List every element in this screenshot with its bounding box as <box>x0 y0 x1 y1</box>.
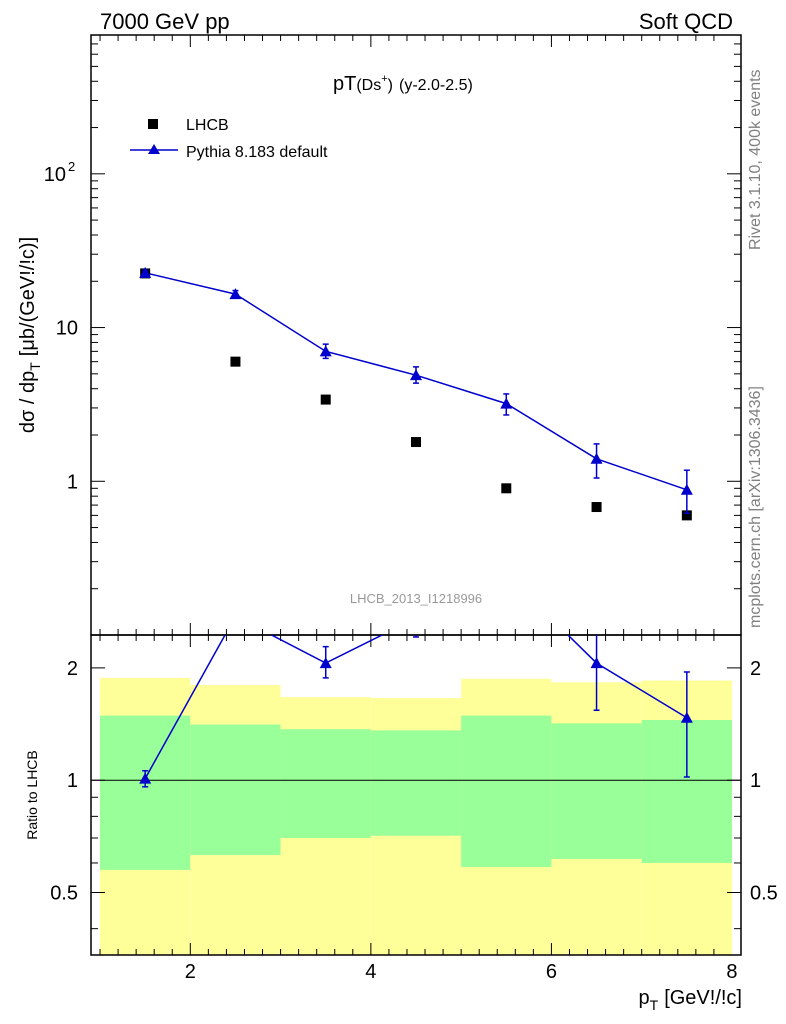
y-label-main: dσ / dp <box>17 371 39 433</box>
x-label-unit: [GeV!/!c] <box>664 987 742 1009</box>
ratio-point-4 <box>500 568 512 579</box>
ratio-point-2 <box>319 657 332 669</box>
y-tick-label-100-exp: 2 <box>68 159 75 174</box>
band-inner-5 <box>551 723 642 859</box>
mc-point-0 <box>139 266 152 278</box>
ratio-point-5 <box>590 657 603 669</box>
y-label-unit: [μb/(GeV!/!c)] <box>17 237 39 356</box>
data-point-6 <box>681 510 692 521</box>
ratio-tick-label-left: 0.5 <box>50 883 78 905</box>
data-point-5 <box>591 502 602 513</box>
y-tick-label-1: 1 <box>67 471 78 493</box>
ratio-marks <box>139 568 693 788</box>
data-marks <box>139 266 693 521</box>
ratio-tick-label-right: 2 <box>750 658 761 680</box>
ratio-clipped-group <box>139 568 693 788</box>
ratio-tick-label-left: 1 <box>67 770 78 792</box>
legend-data-label: LHCB <box>186 117 229 134</box>
legend-data-marker <box>148 119 158 129</box>
axis-ticks <box>91 34 741 955</box>
y-tick-label-10: 10 <box>56 318 78 340</box>
mc-point-2 <box>319 345 332 357</box>
ratio-point-1 <box>229 610 241 621</box>
ratio-bands <box>100 677 732 955</box>
header-left: 7000 GeV pp <box>100 9 230 34</box>
band-inner-0 <box>100 715 191 870</box>
band-inner-2 <box>280 729 371 838</box>
ratio-point-0 <box>139 772 152 784</box>
mc-point-4 <box>500 397 513 409</box>
side-label-mcplots: mcplots.cern.ch [arXiv:1306.3436] <box>747 386 764 628</box>
legend-mc-label: Pythia 8.183 default <box>186 144 328 161</box>
ratio-y-label: Ratio to LHCB <box>24 750 40 839</box>
x-tick-label: 8 <box>726 961 737 983</box>
legend-mc-marker <box>148 144 160 154</box>
ratio-point-3 <box>410 612 422 623</box>
y-axis-label: dσ / dpT [μb/(GeV!/!c)] <box>17 237 43 433</box>
data-point-1 <box>230 356 241 367</box>
title-particle: (Ds <box>356 77 381 94</box>
y-tick-label-100: 10 <box>44 164 66 186</box>
x-tick-label: 2 <box>185 961 196 983</box>
x-label-main: p <box>639 987 650 1009</box>
data-point-3 <box>411 437 421 448</box>
mc-point-6 <box>680 483 693 495</box>
band-inner-4 <box>461 715 552 868</box>
side-label-rivet: Rivet 3.1.10, 400k events <box>747 69 764 250</box>
title-main: pT <box>333 73 356 95</box>
ratio-tick-label-right: 1 <box>750 770 761 792</box>
title-charge: + <box>381 73 387 85</box>
x-tick-label: 4 <box>365 961 376 983</box>
ratio-tick-label-left: 2 <box>67 658 78 680</box>
y-label-sub: T <box>27 362 43 371</box>
header-right: Soft QCD <box>639 9 733 34</box>
mc-point-3 <box>410 369 422 381</box>
x-axis-label: pT [GeV!/!c] <box>639 987 743 1013</box>
band-inner-3 <box>370 730 462 836</box>
x-label-sub: T <box>650 997 659 1013</box>
title-close: ) <box>388 77 393 94</box>
ratio-tick-label-right: 0.5 <box>750 883 778 905</box>
x-tick-label: 6 <box>546 961 557 983</box>
mc-point-1 <box>229 288 242 300</box>
chart-title: pT(Ds+) (y-2.0-2.5) <box>333 73 473 95</box>
data-point-2 <box>320 394 331 405</box>
ratio-point-6 <box>680 711 693 723</box>
band-inner-1 <box>190 724 281 856</box>
mc-point-5 <box>590 452 603 464</box>
title-range: (y-2.0-2.5) <box>399 77 473 94</box>
analysis-id: LHCB_2013_I1218996 <box>350 591 482 606</box>
data-point-4 <box>501 483 512 494</box>
